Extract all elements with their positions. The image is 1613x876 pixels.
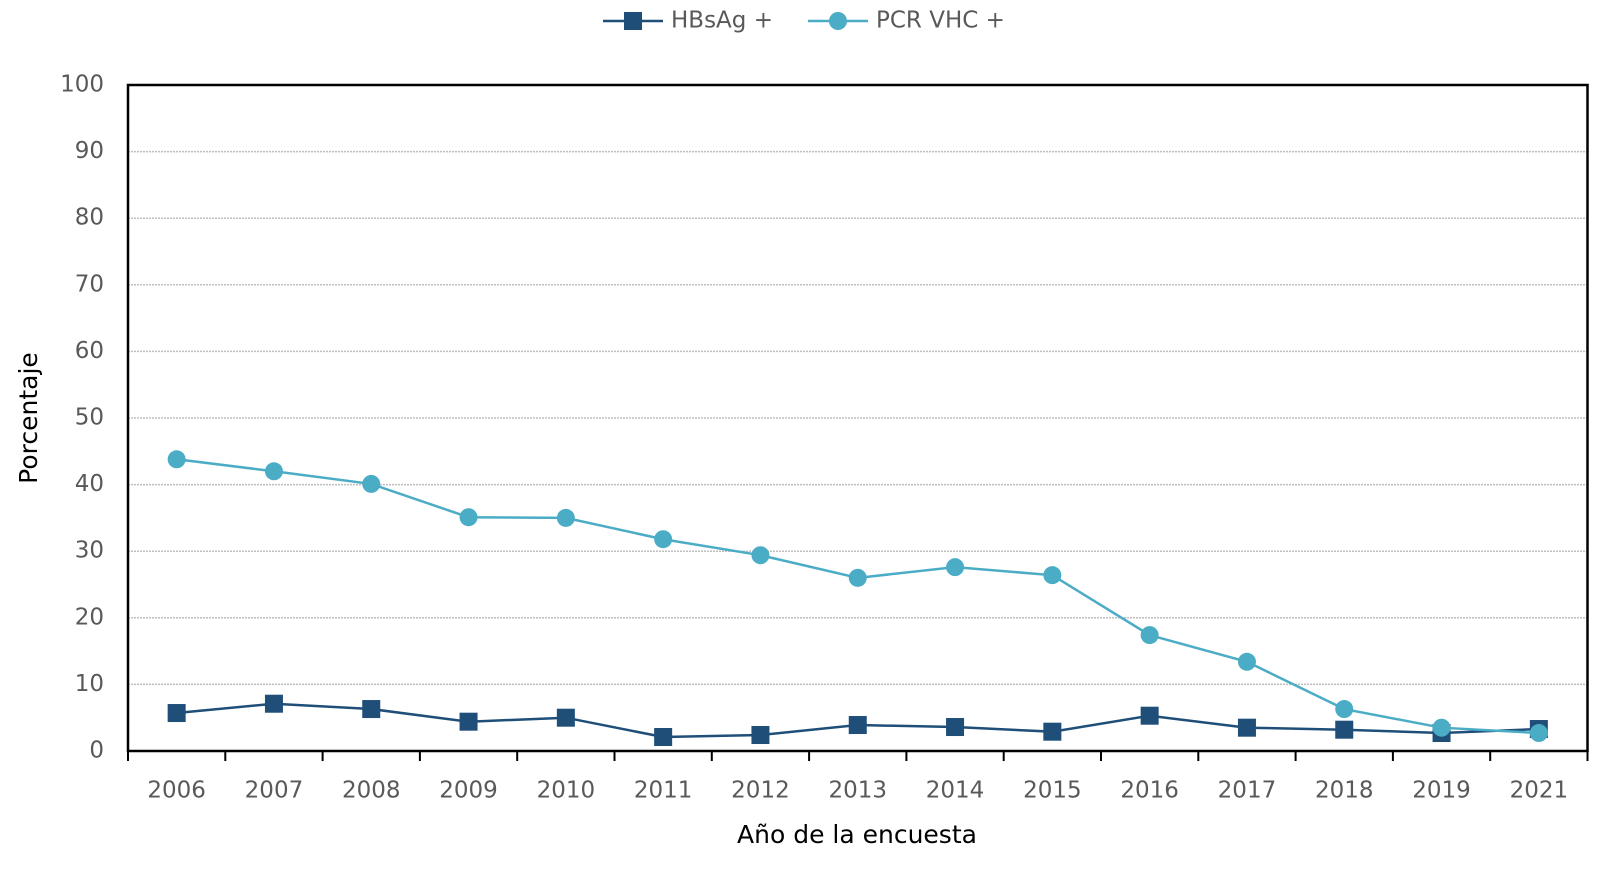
point (848, 568, 867, 587)
point (654, 728, 673, 747)
y-tick-label: 40 (75, 471, 104, 497)
y-tick-label: 0 (89, 738, 104, 764)
point (1140, 626, 1159, 645)
y-tick-label: 80 (75, 205, 104, 231)
x-tick-label: 2008 (342, 778, 401, 804)
x-tick-label: 2017 (1218, 778, 1277, 804)
point (1237, 718, 1256, 737)
series-line (176, 458, 1539, 735)
legend-label: HBsAg + (671, 8, 773, 34)
x-tick-label: 2018 (1315, 778, 1374, 804)
x-axis-title: Año de la encuesta (737, 820, 977, 849)
x-tick-label: 2013 (828, 778, 887, 804)
point (946, 718, 965, 737)
y-axis-title: Porcentaje (14, 352, 43, 484)
x-tick-label: 2021 (1510, 778, 1569, 804)
y-tick-label: 70 (75, 271, 104, 297)
x-tick-label: 2011 (634, 778, 693, 804)
legend-marker (828, 12, 847, 30)
point (264, 462, 283, 481)
x-tick-label: 2006 (147, 778, 206, 804)
legend-marker (624, 12, 642, 30)
x-tick-label: 2016 (1120, 778, 1179, 804)
point (751, 546, 770, 565)
point (362, 700, 381, 719)
point (1335, 720, 1354, 739)
legend-label: PCR VHC + (876, 8, 1005, 34)
plot-frame (126, 83, 1589, 753)
point (459, 712, 478, 731)
point (1043, 566, 1062, 585)
point (654, 530, 673, 549)
x-tick-label: 2012 (731, 778, 790, 804)
x-tick-label: 2015 (1023, 778, 1082, 804)
point (751, 726, 770, 745)
y-tick-label: 20 (75, 604, 104, 630)
point (1335, 700, 1354, 719)
point (556, 508, 575, 527)
point (556, 708, 575, 727)
x-tick-label: 2010 (537, 778, 596, 804)
y-tick-label: 90 (75, 138, 104, 164)
point (946, 558, 965, 577)
x-tick-label: 2014 (926, 778, 985, 804)
point (1237, 652, 1256, 671)
point (1043, 722, 1062, 741)
x-tick-label: 2019 (1412, 778, 1471, 804)
point (362, 474, 381, 493)
point (1140, 706, 1159, 725)
y-tick-label: 50 (75, 405, 104, 431)
point (1432, 718, 1451, 737)
y-tick-label: 10 (75, 671, 104, 697)
point (167, 704, 186, 723)
point (459, 508, 478, 527)
y-tick-label: 60 (75, 338, 104, 364)
x-tick-label: 2009 (439, 778, 498, 804)
x-tick-label: 2007 (245, 778, 304, 804)
point (167, 450, 186, 469)
point (1529, 724, 1548, 743)
point (848, 716, 867, 735)
point (264, 694, 283, 713)
y-tick-label: 30 (75, 538, 104, 564)
y-tick-label: 100 (60, 72, 104, 98)
